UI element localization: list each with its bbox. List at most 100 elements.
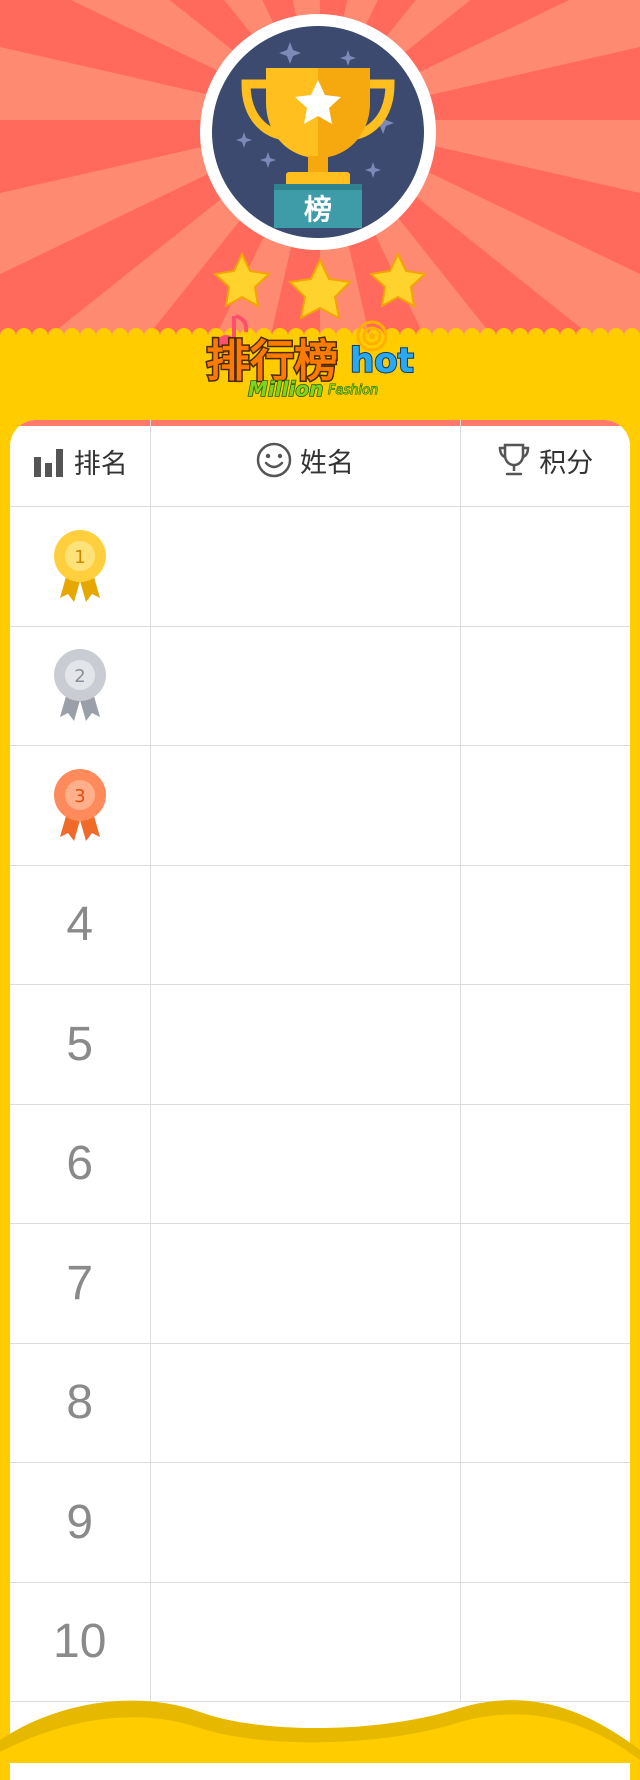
hero-banner: 榜 [0, 0, 640, 340]
name-cell [149, 506, 461, 627]
rank-number: 5 [66, 1017, 94, 1071]
score-cell [459, 1342, 630, 1463]
logo-main-text: 排行榜 [206, 336, 338, 387]
score-cell [459, 1223, 630, 1344]
rank-number: 10 [53, 1615, 107, 1669]
trophy-icon [498, 444, 530, 476]
scallop-bump [32, 328, 48, 344]
table-row: 2 [10, 625, 630, 746]
medal-number: 2 [74, 666, 85, 687]
scallop-bump [496, 328, 512, 344]
scallop-bump [416, 328, 432, 344]
table-row: 3 [10, 745, 630, 866]
name-cell [149, 984, 461, 1105]
name-cell [149, 625, 461, 746]
scallop-bump [576, 328, 592, 344]
table-row: 7 [10, 1223, 630, 1344]
scallop-bump [64, 328, 80, 344]
music-note-icon [217, 314, 249, 353]
table-row: 4 [10, 864, 630, 985]
scallop-bump [544, 328, 560, 344]
rank-number: 4 [66, 898, 94, 952]
bar-chart-icon [33, 448, 63, 477]
score-cell [459, 506, 630, 627]
scallop-bump [272, 328, 288, 344]
score-column-header: 积分 [459, 420, 630, 507]
swirl-icon [356, 320, 388, 352]
rank-cell: 6 [10, 1103, 151, 1224]
score-cell [459, 984, 630, 1105]
score-header-label: 积分 [539, 447, 594, 478]
gold-medal-icon: 1 [53, 529, 106, 602]
scallop-bump [384, 328, 400, 344]
scallop-bump [160, 328, 176, 344]
score-cell [459, 864, 630, 985]
score-cell [459, 625, 630, 746]
rank-cell: 2 [10, 625, 151, 746]
name-cell [149, 1581, 461, 1702]
rank-cell: 4 [10, 864, 151, 985]
scallop-bump [144, 328, 160, 344]
scallop-bump [464, 328, 480, 344]
rank-cell: 1 [10, 506, 151, 627]
scallop-bump [624, 328, 640, 344]
smiley-icon [256, 443, 292, 478]
trophy-badge-icon: 榜 [200, 14, 436, 250]
logo-sub-text-2: Fashion [328, 383, 378, 398]
rank-cell: 3 [10, 745, 151, 866]
score-cell [459, 1462, 630, 1583]
scallop-bump [320, 328, 336, 344]
logo-sub-text-1: Million [248, 377, 323, 401]
scallop-bump [432, 328, 448, 344]
name-cell [149, 745, 461, 866]
table-row: 6 [10, 1103, 630, 1224]
rank-number: 9 [66, 1495, 94, 1549]
score-cell [459, 1103, 630, 1224]
medal-number: 1 [74, 547, 85, 568]
bottom-wave-decoration [0, 1700, 640, 1763]
table-row: 8 [10, 1342, 630, 1463]
silver-medal-icon: 2 [53, 649, 106, 722]
scallop-bump [480, 328, 496, 344]
scallop-bump [176, 328, 192, 344]
score-cell [459, 745, 630, 866]
rank-number: 7 [66, 1256, 94, 1310]
scallop-bump [192, 328, 208, 344]
leaderboard-table: 排名 姓名 [10, 420, 630, 1702]
rank-cell: 5 [10, 984, 151, 1105]
score-cell [459, 1581, 630, 1702]
scallop-bump [112, 328, 128, 344]
scallop-bump [304, 328, 320, 344]
sunburst-ray [70, 0, 320, 120]
table-row: 10 [10, 1581, 630, 1702]
scallop-bump [528, 328, 544, 344]
bronze-medal-icon: 3 [53, 768, 106, 841]
leaderboard-panel: 排名 姓名 [10, 420, 630, 1780]
scallop-bump [560, 328, 576, 344]
star-icon [287, 257, 353, 320]
rank-number: 6 [66, 1137, 94, 1191]
star-icon [368, 251, 428, 308]
scallop-bump [448, 328, 464, 344]
star-icon [212, 251, 272, 308]
scallop-bump [288, 328, 304, 344]
scallop-bump [16, 328, 32, 344]
rank-cell: 7 [10, 1223, 151, 1344]
rank-column-header: 排名 [10, 420, 151, 507]
table-row: 9 [10, 1462, 630, 1583]
scallop-edge [0, 328, 640, 346]
scallop-bump [128, 328, 144, 344]
name-cell [149, 1462, 461, 1583]
medal-number: 3 [74, 786, 85, 807]
scallop-bump [256, 328, 272, 344]
rank-cell: 9 [10, 1462, 151, 1583]
scallop-bump [0, 328, 16, 344]
ranking-logo: 排行榜 hot Million Fashion [205, 314, 415, 402]
table-row: 5 [10, 984, 630, 1105]
rank-header-label: 排名 [73, 449, 128, 480]
scallop-bump [240, 328, 256, 344]
scallop-bump [80, 328, 96, 344]
scallop-bump [512, 328, 528, 344]
rank-cell: 8 [10, 1342, 151, 1463]
rank-cell: 10 [10, 1581, 151, 1702]
